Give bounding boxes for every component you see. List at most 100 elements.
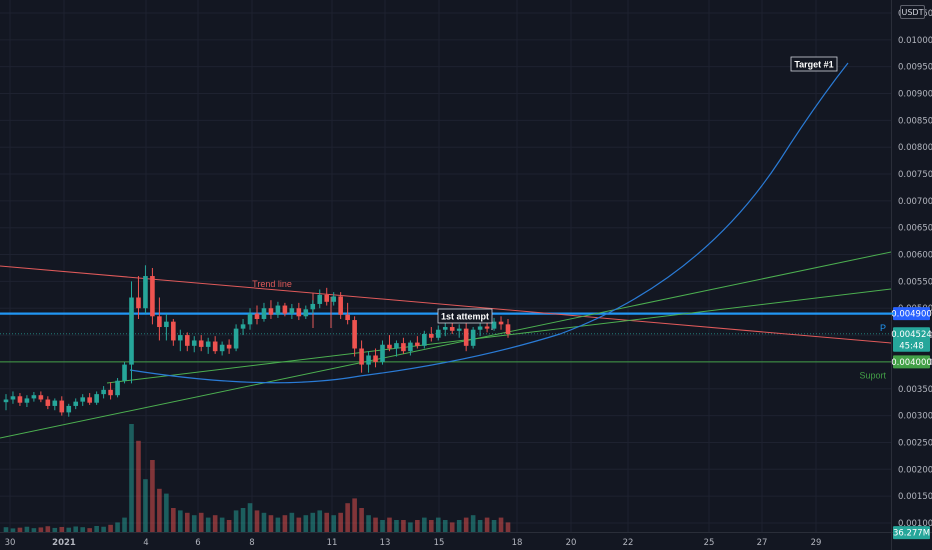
candle-body (254, 313, 260, 319)
time-tick-label: 20 (566, 538, 577, 548)
candle-body (373, 355, 378, 362)
volume-bar (442, 520, 448, 532)
candle-body (477, 326, 483, 330)
price-tag-label: 0.004524 (891, 330, 932, 340)
candle-body (3, 399, 9, 403)
candle-body (415, 342, 420, 346)
volume-bar (498, 517, 504, 532)
volume-bar (394, 520, 399, 532)
volume-bar (289, 512, 295, 532)
support-label: Suport (859, 371, 886, 381)
volume-bar (247, 503, 253, 532)
volume-bars (3, 424, 511, 532)
candle-body (449, 327, 455, 331)
candle-body (150, 276, 155, 317)
candle-body (10, 396, 16, 400)
volume-bar (157, 488, 162, 532)
candle-body (359, 348, 364, 365)
currency-selector[interactable]: USDT (900, 5, 925, 19)
candle-body (73, 401, 79, 406)
volume-bar (373, 517, 378, 532)
candle-body (408, 342, 413, 352)
volume-bar (505, 522, 511, 532)
candle-body (324, 294, 330, 302)
candle-body (470, 329, 476, 346)
volume-bar (338, 512, 343, 532)
volume-bar (94, 526, 99, 532)
volume-bar (178, 510, 183, 532)
time-tick-label: 15 (434, 538, 445, 548)
candle-body (108, 389, 113, 396)
volume-bar (59, 526, 65, 532)
candle-body (331, 296, 336, 302)
candle-body (171, 321, 176, 341)
candle-body (184, 335, 190, 346)
volume-bar (352, 498, 357, 532)
volume-bar (408, 522, 413, 532)
volume-bar (38, 527, 44, 532)
channel-lower-line (0, 251, 892, 439)
candle-body (310, 303, 316, 310)
volume-bar (359, 508, 364, 532)
time-tick-label: 8 (249, 538, 254, 548)
volume-bar (205, 517, 211, 532)
volume-bar (331, 515, 336, 532)
p-marker-label: P (880, 323, 886, 333)
volume-bar (282, 515, 288, 532)
candle-body (345, 314, 350, 321)
volume-bar (73, 526, 79, 532)
volume-bar (477, 520, 483, 532)
target-box (790, 56, 838, 72)
time-tick-label: 30 (5, 538, 16, 548)
price-tag: 45:48 (893, 338, 930, 352)
candle-body (289, 308, 295, 314)
volume-bar (268, 515, 274, 532)
candle-body (52, 400, 58, 406)
drawing-lines (0, 62, 892, 439)
time-tick-label: 4 (143, 538, 148, 548)
candle-body (317, 294, 323, 304)
volume-bar (129, 424, 134, 532)
volume-bar (415, 520, 420, 532)
candle-body (191, 340, 197, 346)
volume-bar (150, 460, 155, 532)
volume-bar (491, 520, 497, 532)
volume-bar (317, 510, 323, 532)
volume-bar (310, 512, 316, 532)
candle-body (352, 320, 357, 349)
volume-bar (143, 479, 148, 532)
volume-bar (422, 517, 427, 532)
candle-body (261, 308, 267, 319)
candle-body (240, 324, 246, 329)
volume-bar (31, 528, 37, 532)
volume-bar (108, 524, 113, 532)
volume-bar (275, 517, 281, 532)
first-attempt-box (437, 308, 493, 324)
time-tick-label: 22 (623, 538, 634, 548)
volume-bar (463, 517, 469, 532)
candle-body (24, 398, 30, 403)
volume-bar (345, 503, 350, 532)
channel-upper-line (106, 288, 892, 384)
candle-body (394, 343, 399, 349)
candle-body (59, 400, 65, 413)
candle-body (366, 355, 371, 365)
volume-bar (324, 512, 330, 532)
volume-bar (456, 520, 462, 532)
time-tick-label: 13 (380, 538, 391, 548)
candle-body (338, 296, 343, 315)
volume-bar (52, 527, 58, 532)
candle-body (484, 326, 490, 329)
candlesticks (3, 265, 511, 417)
candle-body (282, 305, 288, 314)
